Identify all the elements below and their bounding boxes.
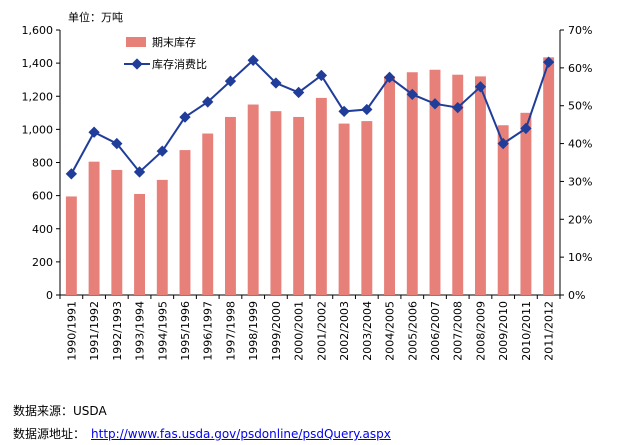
bar — [293, 116, 305, 295]
ratio-point — [133, 166, 146, 178]
x-tick-label: 1993/1994 — [134, 301, 147, 361]
ratio-point — [338, 105, 350, 118]
bar — [406, 72, 418, 295]
right-tick-label: 70% — [568, 24, 592, 37]
ratio-point — [247, 54, 259, 66]
bar — [202, 133, 214, 295]
bar — [247, 104, 259, 295]
url-line: 数据源地址： http://www.fas.usda.gov/psdonline/… — [13, 425, 391, 442]
right-tick-label: 20% — [568, 213, 592, 226]
source-url-link[interactable]: http://www.fas.usda.gov/psdonline/psdQue… — [91, 427, 391, 441]
x-tick-label: 1999/2000 — [270, 301, 283, 361]
source-label: 数据来源： — [13, 404, 74, 418]
x-tick-label: 2010/2011 — [520, 301, 533, 361]
x-tick-label: 2005/2006 — [406, 301, 419, 361]
x-tick-label: 2000/2001 — [293, 301, 306, 361]
right-tick-label: 10% — [568, 251, 592, 264]
bar — [452, 74, 464, 295]
x-tick-label: 2009/2010 — [497, 301, 510, 361]
x-tick-label: 1998/1999 — [247, 301, 260, 361]
bar — [543, 57, 555, 295]
x-tick-label: 1992/1993 — [111, 301, 124, 361]
bar — [338, 123, 350, 295]
url-label: 数据源地址： — [13, 427, 86, 441]
x-tick-label: 1990/1991 — [65, 301, 78, 361]
legend: 期末库存 库存消费比 — [124, 35, 207, 71]
left-tick-label: 1,200 — [22, 90, 54, 103]
ratio-point — [179, 111, 191, 123]
bar — [384, 76, 395, 295]
ratio-point — [542, 56, 555, 68]
right-tick-label: 40% — [568, 138, 592, 151]
x-tick-label: 1991/1992 — [88, 301, 101, 361]
legend-label-ratio: 库存消费比 — [152, 57, 207, 71]
x-tick-label: 1997/1998 — [224, 301, 237, 361]
source-line: 数据来源：USDA — [13, 402, 107, 419]
bar — [111, 169, 123, 295]
x-tick-label: 1995/1996 — [179, 301, 192, 361]
left-tick-label: 400 — [32, 223, 53, 236]
bar — [156, 179, 168, 295]
ratio-line — [70, 58, 550, 175]
x-tick-label: 2001/2002 — [315, 301, 328, 361]
bar — [225, 116, 236, 295]
x-tick-label: 1994/1995 — [156, 301, 169, 361]
x-tick-label: 2008/2009 — [474, 301, 487, 361]
ratio-point — [65, 168, 78, 180]
right-tick-label: 0% — [568, 289, 585, 302]
ratio-point — [156, 145, 168, 157]
bar — [270, 111, 282, 295]
x-tick-label: 1996/1997 — [202, 301, 215, 361]
legend-swatch-bar — [126, 37, 146, 47]
legend-label-stock: 期末库存 — [152, 35, 196, 49]
bar — [88, 161, 100, 295]
left-tick-label: 1,400 — [22, 57, 54, 70]
x-tick-label: 2002/2003 — [338, 301, 351, 361]
right-tick-label: 30% — [568, 175, 592, 188]
ratio-point — [88, 126, 100, 138]
bar — [429, 69, 441, 295]
unit-label: 单位：万吨 — [68, 10, 123, 24]
left-tick-label: 1,000 — [22, 123, 54, 136]
x-tick-label: 2006/2007 — [429, 301, 442, 361]
bar — [315, 97, 327, 295]
bar — [134, 193, 145, 295]
legend-marker — [131, 58, 143, 70]
left-tick-label: 600 — [32, 190, 53, 203]
bar — [361, 121, 373, 295]
x-tick-label: 2004/2005 — [384, 301, 397, 361]
source-value: USDA — [73, 404, 107, 418]
ratio-point — [497, 137, 509, 150]
bar — [475, 76, 486, 295]
left-tick-label: 800 — [32, 157, 53, 170]
right-tick-label: 50% — [568, 100, 592, 113]
x-tick-label: 2007/2008 — [452, 301, 465, 361]
bar — [497, 125, 509, 295]
left-tick-label: 0 — [46, 289, 53, 302]
plot-area: 0 200 400 600 800 1,000 1,200 1,400 1,600 0% 10% 20… — [22, 24, 593, 361]
bar — [179, 150, 191, 295]
x-tick-label: 2003/2004 — [361, 301, 374, 361]
left-tick-label: 1,600 — [22, 24, 54, 37]
bar — [520, 112, 532, 295]
left-tick-label: 200 — [32, 256, 53, 269]
x-tick-label: 2011/2012 — [543, 301, 556, 361]
bar — [65, 196, 77, 295]
right-tick-label: 60% — [568, 62, 592, 75]
